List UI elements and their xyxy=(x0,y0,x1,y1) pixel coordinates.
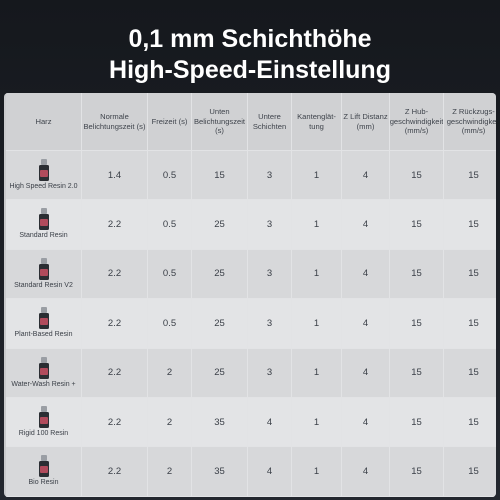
resin-name: Standard Resin V2 xyxy=(14,281,73,289)
resin-bottle-icon xyxy=(38,208,49,231)
table-cell: 1 xyxy=(292,397,342,448)
table-cell: 2 xyxy=(148,447,192,497)
table-cell: 2.2 xyxy=(82,200,148,250)
table-cell: 25 xyxy=(192,348,248,398)
resin-name: Water-Wash Resin + xyxy=(11,380,76,388)
table-row-resin: Rigid 100 Resin xyxy=(6,397,82,448)
table-cell: 25 xyxy=(192,200,248,250)
table-cell: 35 xyxy=(192,397,248,448)
table-cell: 1 xyxy=(292,151,342,201)
table-cell: 1 xyxy=(292,249,342,300)
resin-name: Rigid 100 Resin xyxy=(18,429,69,437)
table-cell: 1 xyxy=(292,299,342,349)
resin-bottle-icon xyxy=(38,356,49,379)
table-cell: 15 xyxy=(444,348,496,398)
table-cell: 15 xyxy=(192,151,248,201)
table-cell: 4 xyxy=(342,397,390,448)
table-cell: 4 xyxy=(342,200,390,250)
table-cell: 3 xyxy=(248,348,292,398)
settings-table: Harz Normale Belichtungszeit (s) Freizeit … xyxy=(6,93,496,497)
column-header: Kantenglät-tung xyxy=(292,93,342,151)
table-cell: 2 xyxy=(148,397,192,448)
table-cell: 15 xyxy=(390,299,444,349)
column-header: Normale Belichtungszeit (s) xyxy=(82,93,148,151)
table-row-resin: High Speed Resin 2.0 xyxy=(6,151,82,201)
table-cell: 0.5 xyxy=(148,249,192,300)
table-row-resin: Water-Wash Resin + xyxy=(6,348,82,398)
table-cell: 1 xyxy=(292,447,342,497)
table-cell: 15 xyxy=(444,397,496,448)
table-cell: 25 xyxy=(192,299,248,349)
table-row-resin: Standard Resin V2 xyxy=(6,249,82,300)
table-cell: 4 xyxy=(342,151,390,201)
column-header: Z Hub-geschwindigkeit (mm/s) xyxy=(390,93,444,151)
column-header: Z Lift Distanz (mm) xyxy=(342,93,390,151)
table-cell: 2.2 xyxy=(82,249,148,300)
resin-bottle-icon xyxy=(38,257,49,280)
table-cell: 15 xyxy=(390,397,444,448)
table-row-resin: Plant-Based Resin xyxy=(6,299,82,349)
table-cell: 15 xyxy=(444,299,496,349)
table-cell: 25 xyxy=(192,249,248,300)
table-cell: 15 xyxy=(390,249,444,300)
column-header: Freizeit (s) xyxy=(148,93,192,151)
table-cell: 15 xyxy=(390,348,444,398)
page-title: 0,1 mm Schichthöhe High-Speed-Einstellun… xyxy=(0,24,500,86)
table-cell: 15 xyxy=(390,151,444,201)
table-cell: 2.2 xyxy=(82,299,148,349)
table-cell: 3 xyxy=(248,299,292,349)
resin-name: High Speed Resin 2.0 xyxy=(9,182,78,190)
table-row-resin: Standard Resin xyxy=(6,200,82,250)
table-cell: 35 xyxy=(192,447,248,497)
title-line-2: High-Speed-Einstellung xyxy=(109,56,391,84)
resin-name: Standard Resin xyxy=(19,232,68,240)
resin-name: Bio Resin xyxy=(28,479,59,487)
table-cell: 2 xyxy=(148,348,192,398)
table-cell: 15 xyxy=(390,447,444,497)
table-cell: 1 xyxy=(292,348,342,398)
table-cell: 15 xyxy=(444,151,496,201)
table-cell: 4 xyxy=(248,447,292,497)
resin-name: Plant-Based Resin xyxy=(14,331,73,339)
title-line-1: 0,1 mm Schichthöhe xyxy=(128,25,372,53)
table-cell: 4 xyxy=(342,249,390,300)
table-cell: 3 xyxy=(248,200,292,250)
table-cell: 1.4 xyxy=(82,151,148,201)
table-row-resin: Bio Resin xyxy=(6,447,82,497)
table-cell: 4 xyxy=(342,299,390,349)
table-cell: 2.2 xyxy=(82,348,148,398)
column-header: Z Rückzugs-geschwindigkeit (mm/s) xyxy=(444,93,496,151)
table-cell: 1 xyxy=(292,200,342,250)
settings-table-panel: Harz Normale Belichtungszeit (s) Freizeit … xyxy=(4,93,496,497)
table-cell: 15 xyxy=(444,200,496,250)
table-cell: 3 xyxy=(248,249,292,300)
table-cell: 15 xyxy=(444,447,496,497)
table-cell: 15 xyxy=(390,200,444,250)
resin-bottle-icon xyxy=(38,158,49,181)
table-cell: 2.2 xyxy=(82,397,148,448)
table-cell: 4 xyxy=(342,348,390,398)
column-header: Unten Belichtungszeit (s) xyxy=(192,93,248,151)
resin-bottle-icon xyxy=(38,405,49,428)
table-cell: 0.5 xyxy=(148,200,192,250)
table-cell: 0.5 xyxy=(148,299,192,349)
resin-bottle-icon xyxy=(38,455,49,478)
table-cell: 4 xyxy=(342,447,390,497)
column-header: Harz xyxy=(6,93,82,151)
table-cell: 4 xyxy=(248,397,292,448)
table-cell: 2.2 xyxy=(82,447,148,497)
table-cell: 3 xyxy=(248,151,292,201)
table-cell: 0.5 xyxy=(148,151,192,201)
column-header: Untere Schichten xyxy=(248,93,292,151)
table-cell: 15 xyxy=(444,249,496,300)
resin-bottle-icon xyxy=(38,307,49,330)
